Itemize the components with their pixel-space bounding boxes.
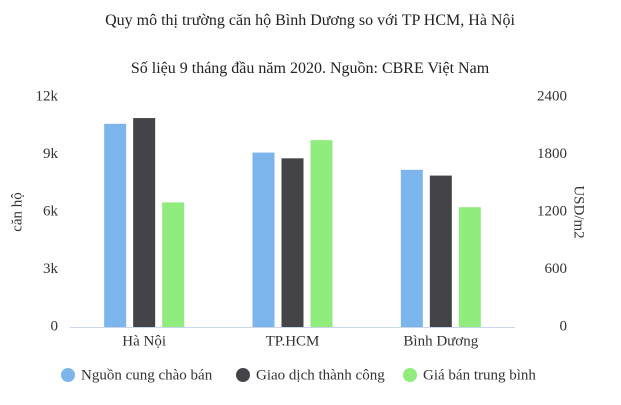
y2-tick-label: 0 [560,318,568,334]
bar [458,207,481,327]
legend-label: Giao dịch thành công [256,367,385,383]
legend-marker [61,368,75,382]
bar [310,140,333,327]
y2-tick-label: 600 [545,261,568,277]
y-tick-label: 9k [43,146,59,162]
chart-title: Quy mô thị trường căn hộ Bình Dương so v… [105,12,515,29]
y-tick-label: 6k [43,203,59,219]
bar [429,175,452,327]
chart-subtitle: Số liệu 9 tháng đầu năm 2020. Nguồn: CBR… [130,60,490,77]
bar [281,158,304,327]
bar [252,152,275,327]
y-tick-label: 12k [36,88,59,104]
legend-label: Nguồn cung chào bán [81,367,213,383]
y2-tick-label: 1200 [537,203,567,219]
legend-marker [403,368,417,382]
y2-axis-label: USD/m2 [571,185,587,238]
bar [400,169,423,327]
y-axis-label: căn hộ [9,192,25,232]
legend-label: Giá bán trung bình [423,367,536,383]
y2-tick-label: 2400 [537,88,567,104]
y2-tick-label: 1800 [537,146,567,162]
x-tick-label: TP.HCM [266,333,320,349]
bar [162,202,185,327]
y-tick-label: 3k [43,261,59,277]
bar [133,118,156,327]
x-tick-label: Hà Nội [122,333,166,349]
legend-marker [236,368,250,382]
bar [104,123,127,327]
y-tick-label: 0 [51,318,59,334]
x-tick-label: Bình Dương [403,333,478,349]
